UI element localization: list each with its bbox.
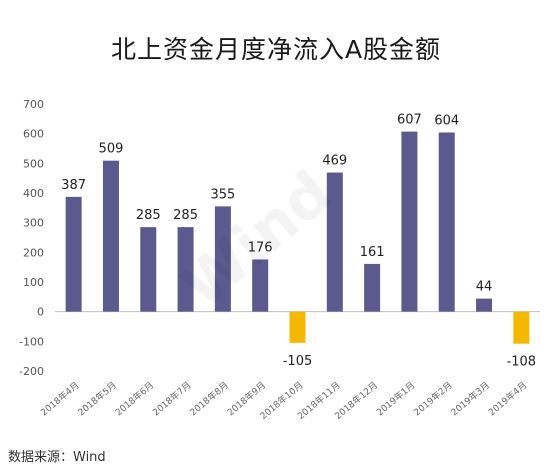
bar — [364, 263, 381, 312]
data-label: 387 — [61, 178, 86, 193]
y-tick-label: -100 — [19, 335, 44, 348]
y-tick-label: 600 — [23, 128, 44, 141]
y-tick-label: 100 — [23, 276, 44, 289]
y-tick-label: 200 — [23, 246, 44, 259]
bar — [476, 298, 493, 312]
x-tick-label: 2019年2月 — [411, 379, 454, 418]
bar — [289, 311, 306, 343]
bar — [513, 311, 530, 344]
data-label: 607 — [397, 113, 422, 128]
data-label: 604 — [434, 113, 459, 128]
data-label: 355 — [210, 187, 235, 202]
y-tick-label: -200 — [19, 365, 44, 378]
bar — [102, 160, 119, 312]
bar — [214, 206, 231, 312]
bar — [252, 259, 269, 312]
data-label: 176 — [248, 240, 273, 255]
chart-title: 北上资金月度净流入A股金额 — [110, 35, 442, 64]
data-label: 469 — [322, 154, 347, 169]
y-tick-label: 400 — [23, 187, 44, 200]
bar — [438, 132, 455, 312]
bars-layer — [65, 131, 530, 344]
bar — [177, 227, 194, 312]
bar — [65, 196, 82, 312]
y-tick-label: 500 — [23, 157, 44, 170]
data-label: 285 — [173, 208, 198, 223]
data-label: 509 — [99, 142, 124, 157]
data-label: -108 — [507, 355, 537, 370]
y-tick-label: 700 — [23, 98, 44, 111]
axis-layer: -200 -100 0 100 200 300 400 500 600 700 — [19, 98, 540, 378]
x-tick-label: 2018年6月 — [113, 379, 156, 418]
data-label: 161 — [360, 245, 385, 260]
y-tick-label: 0 — [37, 306, 44, 319]
x-tick-label: 2019年1月 — [374, 379, 417, 418]
x-tick-label: 2019年3月 — [449, 379, 492, 418]
x-tick-label: 2018年7月 — [150, 379, 193, 418]
x-tick-label: 2018年8月 — [187, 379, 230, 418]
data-label: -105 — [283, 354, 313, 369]
x-tick-label: 2018年5月 — [75, 379, 118, 418]
data-label: 285 — [136, 208, 161, 223]
y-tick-label: 300 — [23, 217, 44, 230]
x-tick-label: 2018年4月 — [38, 379, 81, 418]
data-label: 44 — [476, 280, 493, 295]
x-tick-label: 2019年4月 — [486, 379, 529, 418]
bar — [326, 172, 343, 312]
bar — [140, 227, 157, 312]
source-note: 数据来源：Wind — [8, 450, 106, 465]
bar — [401, 131, 418, 312]
